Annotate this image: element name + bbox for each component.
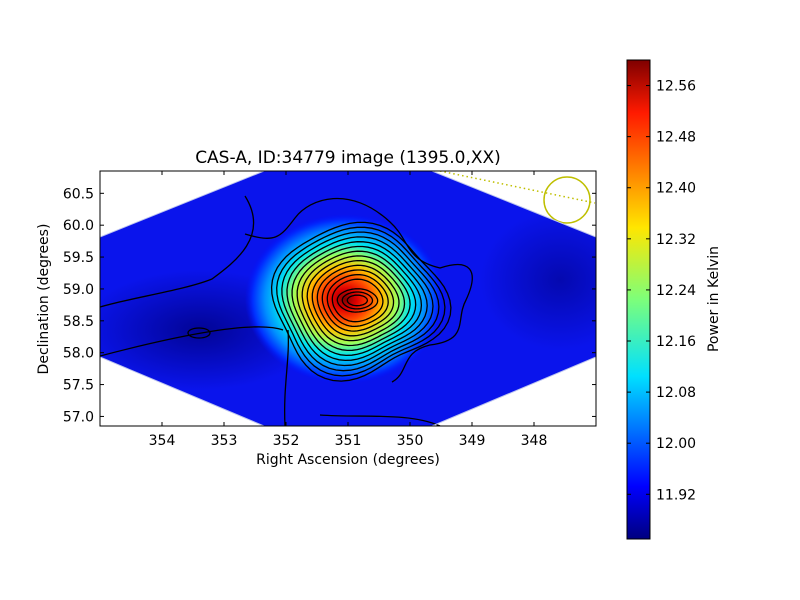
colorbar-tick-label: 11.92	[656, 487, 696, 503]
colorbar-tick-label: 12.32	[656, 232, 696, 248]
contour-level-11	[296, 245, 423, 357]
colorbar-tick-label: 12.16	[656, 334, 696, 350]
x-tick-label: 352	[273, 433, 300, 449]
x-tick-label: 349	[459, 433, 486, 449]
colorbar-tick-label: 12.00	[656, 436, 696, 452]
secondary-source-contour	[187, 327, 211, 339]
y-tick-label: 57.0	[63, 409, 94, 425]
chart-title: CAS-A, ID:34779 image (1395.0,XX)	[195, 148, 501, 168]
y-tick-label: 60.0	[63, 218, 94, 234]
contour-level-7	[316, 264, 400, 337]
contour-outer-5	[244, 197, 473, 383]
y-tick-label: 57.5	[63, 378, 94, 394]
contour-level-13	[286, 236, 434, 367]
x-tick-label: 353	[211, 433, 238, 449]
y-tick-label: 59.0	[63, 282, 94, 298]
y-tick-label: 59.5	[63, 250, 94, 266]
colorbar-label: Power in Kelvin	[706, 246, 722, 352]
contour-level-5	[326, 273, 389, 328]
contour-level-15	[276, 226, 446, 377]
contour-level-2	[341, 291, 374, 310]
x-tick-label: 350	[397, 433, 424, 449]
contour-lines	[100, 195, 473, 426]
contour-outer-3	[284, 329, 289, 426]
y-tick-label: 58.5	[63, 314, 94, 330]
dim-region-right	[480, 210, 596, 350]
heatmap-area	[100, 171, 596, 426]
diamond-edge	[100, 171, 596, 426]
x-axis-label: Right Ascension (degrees)	[256, 452, 440, 468]
y-tick-label: 58.0	[63, 346, 94, 362]
colorbar-tick-label: 12.56	[656, 79, 696, 95]
y-axis: 57.0 57.5 58.0 58.5 59.0 59.5 60.0 60.5	[63, 186, 596, 425]
y-axis-label: Declination (degrees)	[36, 224, 52, 375]
contour-level-9	[306, 255, 411, 347]
contour-level-14	[281, 231, 440, 372]
beam-guide-line	[439, 171, 596, 204]
contour-outer	[100, 195, 255, 308]
colorbar-tick-label: 12.48	[656, 130, 696, 146]
contour-level-1	[346, 294, 369, 307]
contour-level-10	[301, 250, 417, 352]
contour-level-4	[331, 278, 384, 323]
contour-level-16	[270, 221, 452, 382]
colorbar	[626, 59, 651, 540]
contour-level-8	[311, 259, 406, 342]
colorbar-tick-label: 12.08	[656, 385, 696, 401]
contour-outer-2	[100, 326, 284, 357]
contour-level-3	[336, 288, 379, 313]
contour-level-12	[291, 241, 428, 362]
colorbar-tick-label: 12.24	[656, 283, 696, 299]
contour-level-6	[321, 269, 395, 332]
x-tick-label: 354	[149, 433, 176, 449]
x-axis: 354 353 352 351 350 349 348	[149, 171, 548, 449]
y-tick-label: 60.5	[63, 186, 94, 202]
beam-circle	[543, 176, 591, 224]
colorbar-ticks: 11.92 12.00 12.08 12.16 12.24 12.32 12.40 12.48…	[627, 79, 696, 503]
colorbar-tick-label: 12.40	[656, 181, 696, 197]
contour-outer-4	[319, 414, 441, 426]
x-tick-label: 351	[335, 433, 362, 449]
x-tick-label: 348	[521, 433, 548, 449]
